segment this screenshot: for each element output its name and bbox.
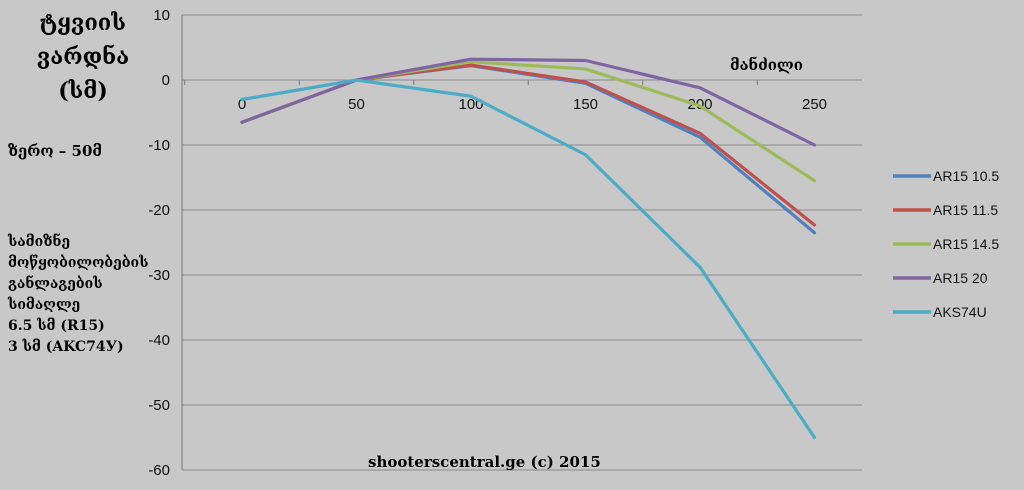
x-tick-label: 100 [458, 96, 483, 113]
y-tick-label: -30 [148, 267, 170, 284]
y-axis-title-line: ვარდნა [36, 44, 130, 70]
y-tick-label: 10 [153, 7, 170, 24]
y-tick-label: -40 [148, 332, 170, 349]
series-line [240, 57, 817, 147]
y-axis-title: ტყვიის ვარდნა (სმ) [28, 6, 138, 108]
series-line [240, 78, 817, 440]
sight-height-note: სამიზნე მოწყობილობების განლაგების სიმაღლ… [8, 232, 148, 358]
y-tick-label: 0 [162, 72, 170, 89]
y-axis-title-line: (სმ) [58, 78, 108, 104]
y-axis-title-line: ტყვიის [40, 10, 126, 36]
sight-height-note-line: განლაგების [8, 276, 103, 292]
legend-label: AKS74U [933, 304, 987, 320]
y-tick-label: -20 [148, 202, 170, 219]
credit-text: shooterscentral.ge (c) 2015 [368, 453, 601, 471]
legend-label: AR15 10.5 [933, 168, 999, 184]
y-tick-label: -10 [148, 137, 170, 154]
x-tick-label: 50 [348, 96, 365, 113]
sight-height-note-line: 3 სმ (AKC74У) [8, 339, 124, 355]
sight-height-note-line: 6.5 სმ (R15) [8, 318, 105, 334]
legend-label: AR15 11.5 [933, 202, 998, 218]
x-tick-label: 150 [573, 96, 598, 113]
sight-height-note-line: სამიზნე [8, 234, 71, 250]
x-tick-label: 250 [802, 96, 827, 113]
sight-height-note-line: სიმაღლე [8, 297, 81, 313]
sight-height-note-line: მოწყობილობების [8, 255, 149, 271]
zero-distance-note: ზერო – 50მ [8, 142, 102, 160]
y-tick-label: -50 [148, 397, 170, 414]
x-tick-label: 0 [238, 96, 246, 113]
x-axis-title: მანძილი [730, 56, 803, 74]
legend-label: AR15 14.5 [933, 236, 999, 252]
legend-label: AR15 20 [933, 270, 988, 286]
y-tick-label: -60 [148, 462, 170, 479]
